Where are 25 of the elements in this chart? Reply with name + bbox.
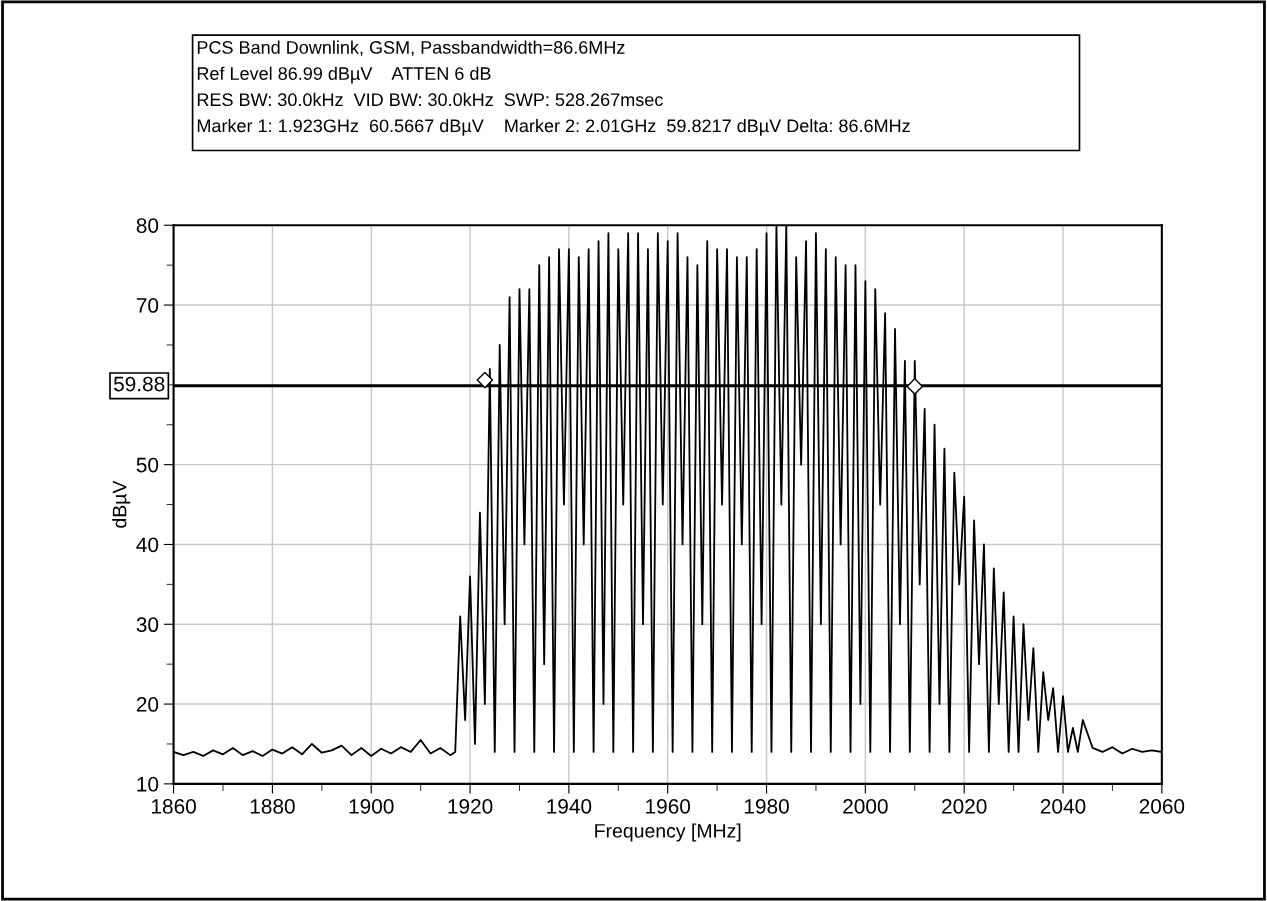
ref-line-label: 59.88 [113,376,165,392]
text: Marker 1: 1.923GHz 60.5667 dBµV Marker 2: 2.01GHz 59.8217 dBµV Delta: 86.6MHz [197,118,910,136]
x-tick-label: 1860 [152,799,196,814]
y-axis-title: dBµV [112,480,131,528]
x-tick-label: 1940 [547,799,592,814]
text: Ref Level 86.99 dBµV ATTEN 6 dB [197,66,491,84]
text: PCS Band Downlink, GSM, Passbandwidth=86.6MHz [197,40,625,56]
y-tick-label: 70 [136,298,159,313]
text: RES BW: 30.0kHz VID BW: 30.0kHz SWP: 528.267msec [197,92,663,107]
x-tick-label: 2020 [942,799,987,814]
x-tick-label: 1900 [349,799,394,814]
y-tick-label: 40 [136,537,159,553]
y-tick-label: 10 [137,776,159,792]
x-tick-label: 1960 [646,799,691,814]
x-axis-title: Frequency [MHz] [595,823,741,842]
y-tick-label: 20 [136,697,159,712]
x-tick-label: 1980 [744,799,789,814]
x-tick-label: 2040 [1040,799,1086,814]
y-tick-label: 30 [136,617,159,633]
y-tick-label: 50 [136,457,159,473]
x-tick-label: 1880 [250,799,295,814]
x-tick-label: 2000 [843,799,888,814]
y-tick-label: 80 [136,218,159,233]
x-tick-label: 1920 [448,799,493,814]
x-tick-label: 2060 [1139,799,1185,814]
